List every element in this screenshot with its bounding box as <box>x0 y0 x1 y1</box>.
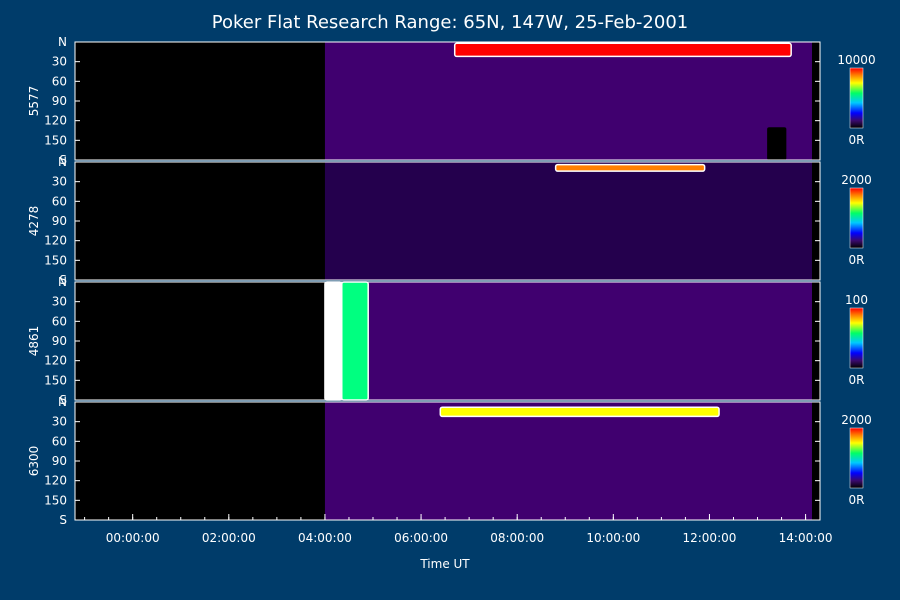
panel-4278: N 30 60 90 120 150 S 4278 2000 0R <box>27 155 872 287</box>
panel-feature <box>767 127 787 160</box>
panel-ylabel: 4278 <box>27 206 41 237</box>
chart-title: Poker Flat Research Range: 65N, 147W, 25… <box>212 12 688 33</box>
x-tick-label: 00:00:00 <box>106 531 160 545</box>
colorbar-min-label: 0R <box>849 493 865 507</box>
y-tick-label: 60 <box>52 314 67 328</box>
y-tick-label: 90 <box>52 334 67 348</box>
colorbar-max-label: 10000 <box>837 53 875 67</box>
y-tick-label: N <box>58 155 67 169</box>
colorbar <box>849 187 864 249</box>
panel-data-fill <box>324 162 812 280</box>
panel-data-fill <box>324 402 812 520</box>
panel-ylabel: 6300 <box>27 446 41 477</box>
y-tick-label: 90 <box>52 454 67 468</box>
colorbar-max-label: 100 <box>845 293 868 307</box>
panel-ylabel: 4861 <box>27 326 41 357</box>
feature-contour <box>453 42 792 58</box>
x-tick-label: 14:00:00 <box>779 531 833 545</box>
y-tick-label: 120 <box>44 474 67 488</box>
feature-contour <box>439 406 720 418</box>
y-tick-label: 120 <box>44 234 67 248</box>
panel-feature <box>454 43 792 57</box>
colorbar <box>849 67 864 129</box>
panel-feature <box>324 282 342 400</box>
x-tick-label: 04:00:00 <box>298 531 352 545</box>
colorbar <box>849 307 864 369</box>
y-tick-label: S <box>59 153 67 167</box>
panel-feature <box>440 407 720 417</box>
x-tick-label: 06:00:00 <box>394 531 448 545</box>
x-axis-label: Time UT <box>419 557 470 571</box>
feature-contour <box>554 163 706 172</box>
panel-data-fill <box>324 42 812 160</box>
y-tick-label: 150 <box>44 373 67 387</box>
y-tick-label: 90 <box>52 214 67 228</box>
panel-feature <box>341 282 369 400</box>
colorbar-min-label: 0R <box>849 373 865 387</box>
y-tick-label: S <box>59 513 67 527</box>
y-tick-label: S <box>59 273 67 287</box>
panel-data-fill <box>324 282 812 400</box>
y-tick-label: 30 <box>52 295 67 309</box>
colorbar-min-label: 0R <box>849 253 865 267</box>
colorbar <box>849 427 864 489</box>
panel-5577: N 30 60 90 120 150 S 5577 10000 0R <box>27 35 876 167</box>
x-tick-label: 02:00:00 <box>202 531 256 545</box>
x-axis: 00:00:00 02:00:00 04:00:00 06:00:00 08:00:00… <box>84 514 833 545</box>
colorbar-max-label: 2000 <box>841 413 872 427</box>
colorbar-min-label: 0R <box>849 133 865 147</box>
y-tick-label: 150 <box>44 493 67 507</box>
colorbar-max-label: 2000 <box>841 173 872 187</box>
x-tick-label: 10:00:00 <box>586 531 640 545</box>
y-tick-label: 60 <box>52 434 67 448</box>
y-tick-label: 150 <box>44 133 67 147</box>
y-tick-label: 150 <box>44 253 67 267</box>
y-tick-label: 60 <box>52 74 67 88</box>
panel-feature <box>555 164 705 172</box>
y-tick-label: N <box>58 275 67 289</box>
y-tick-label: N <box>58 35 67 49</box>
y-tick-label: 120 <box>44 354 67 368</box>
y-tick-label: N <box>58 395 67 409</box>
y-tick-label: 30 <box>52 175 67 189</box>
y-tick-label: 60 <box>52 194 67 208</box>
y-tick-label: 90 <box>52 94 67 108</box>
y-tick-label: 30 <box>52 55 67 69</box>
x-tick-label: 12:00:00 <box>682 531 736 545</box>
panel-4861: N 30 60 90 120 150 S 4861 100 0R <box>27 275 868 407</box>
panel-ylabel: 5577 <box>27 86 41 117</box>
y-tick-label: 30 <box>52 415 67 429</box>
panel-6300: N 30 60 90 120 150 S 6300 2000 0R <box>27 395 872 527</box>
x-tick-label: 08:00:00 <box>490 531 544 545</box>
y-tick-label: 120 <box>44 114 67 128</box>
y-tick-label: S <box>59 393 67 407</box>
panels: N 30 60 90 120 150 S 5577 10000 0R N 30 60 90 120 150 S 4… <box>27 35 876 527</box>
